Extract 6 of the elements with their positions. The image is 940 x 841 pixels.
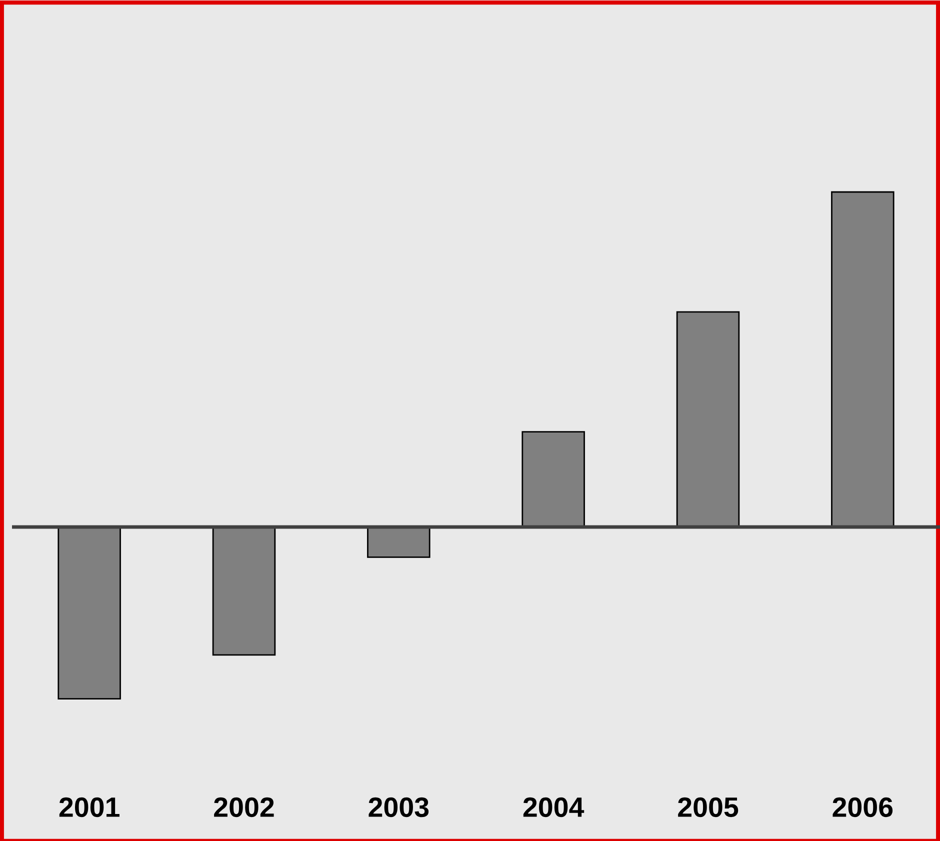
x-tick-label: 2004: [523, 797, 584, 818]
x-tick-label: 2006: [832, 797, 893, 818]
x-tick-label: 2002: [214, 797, 274, 818]
x-tick-label: 2001: [59, 797, 120, 818]
x-tick-label: 2003: [368, 797, 429, 818]
x-tick-label: 2005: [678, 797, 738, 818]
